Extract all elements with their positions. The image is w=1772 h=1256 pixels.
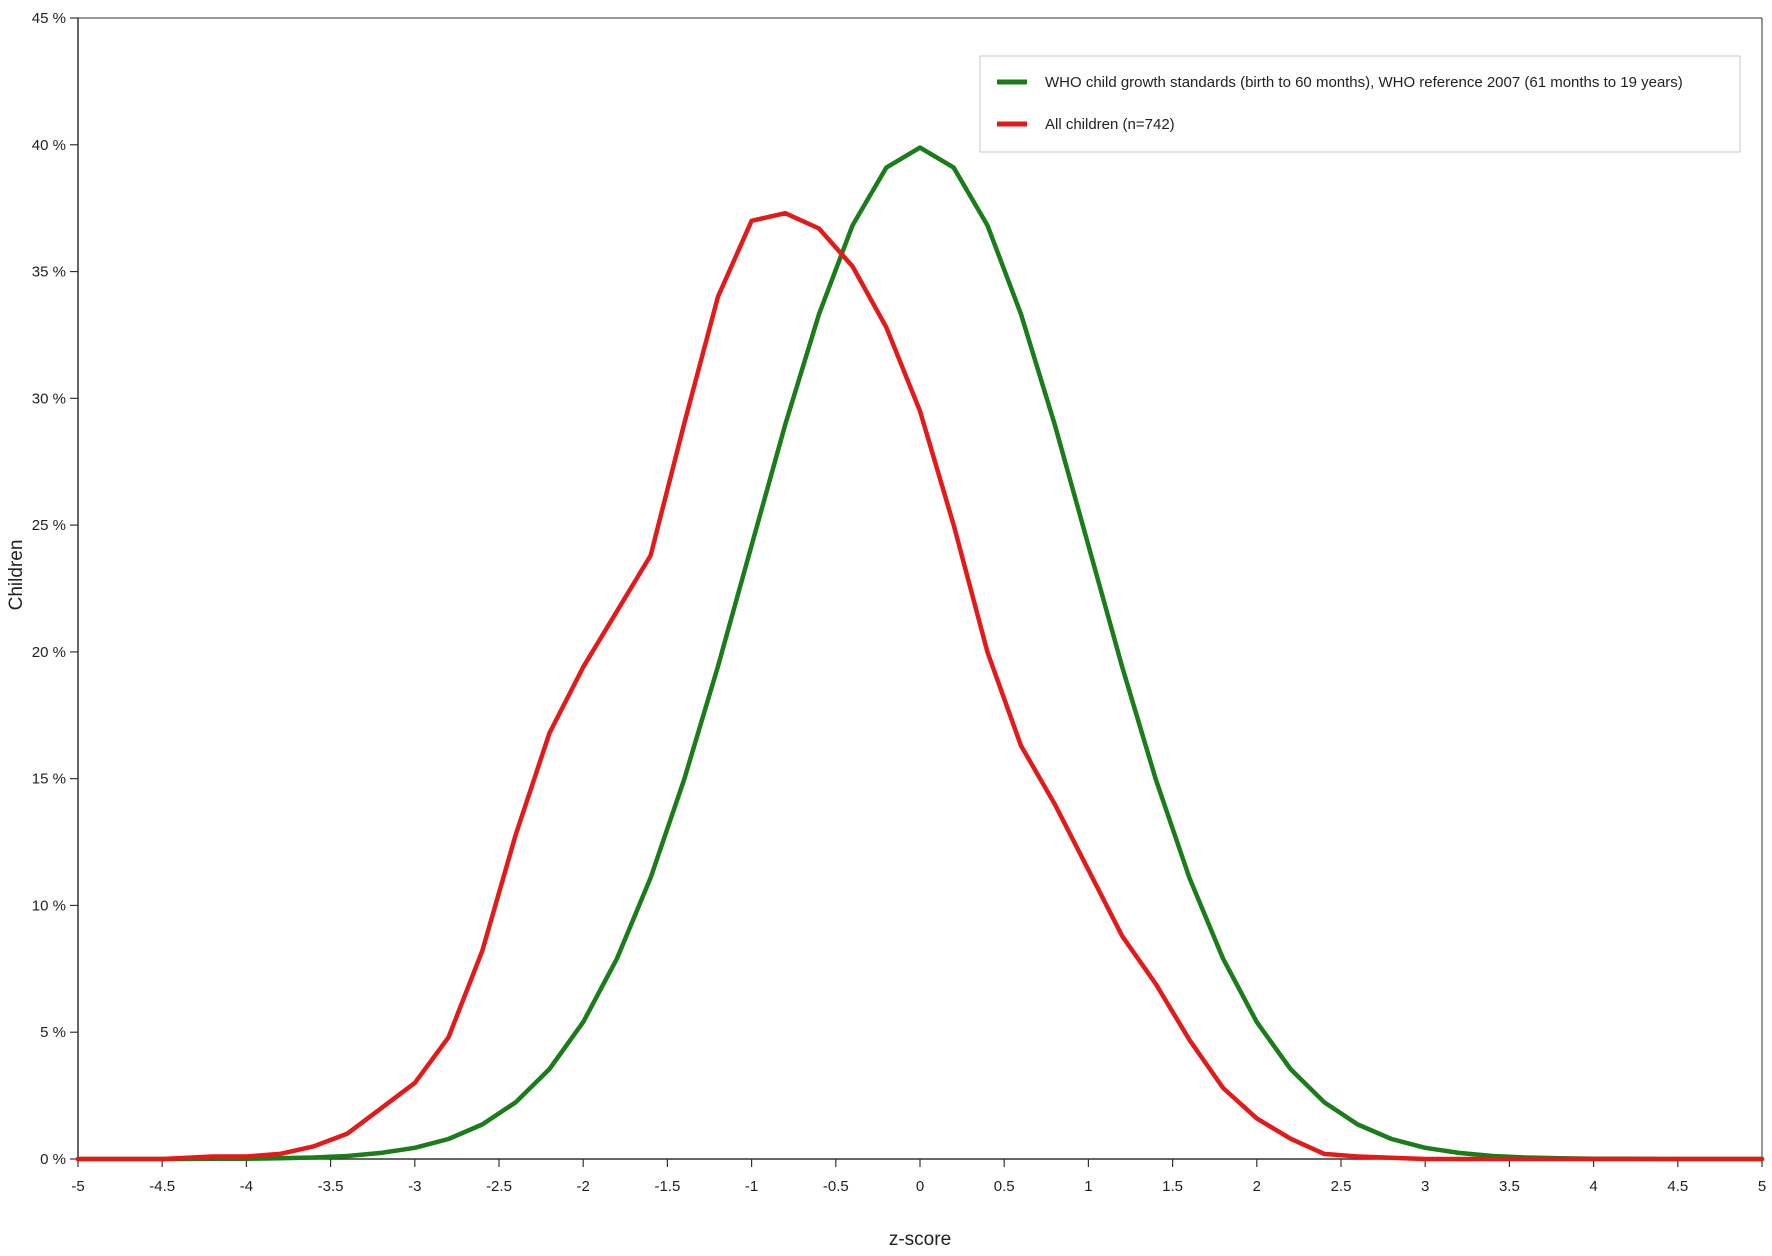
legend: WHO child growth standards (birth to 60 … xyxy=(979,55,1741,153)
y-tick-label: 0 % xyxy=(40,1151,66,1168)
x-tick-label: -2.5 xyxy=(486,1178,512,1195)
legend-label-all-children: All children (n=742) xyxy=(1045,116,1175,133)
y-axis-title: Children xyxy=(6,540,27,611)
x-tick-label: 1 xyxy=(1084,1178,1092,1195)
y-tick-label: 25 % xyxy=(32,517,66,534)
y-tick-label: 5 % xyxy=(40,1024,66,1041)
x-tick-label: -3 xyxy=(408,1178,421,1195)
x-tick-label: -1 xyxy=(745,1178,758,1195)
x-tick-label: 0.5 xyxy=(994,1178,1015,1195)
x-tick-label: -2 xyxy=(577,1178,590,1195)
x-tick-label: 2 xyxy=(1253,1178,1261,1195)
y-ticks: 0 % 5 % 10 % 15 % 20 % 25 % 30 % 35 % 40 % 45 % xyxy=(32,10,78,1168)
x-tick-label: 1.5 xyxy=(1162,1178,1183,1195)
x-tick-label: 3 xyxy=(1421,1178,1429,1195)
x-tick-label: -4 xyxy=(240,1178,253,1195)
y-tick-label: 15 % xyxy=(32,771,66,788)
x-tick-label: -1.5 xyxy=(654,1178,680,1195)
x-tick-label: 3.5 xyxy=(1499,1178,1520,1195)
x-tick-label: 5 xyxy=(1758,1178,1766,1195)
x-tick-label: 4.5 xyxy=(1667,1178,1688,1195)
x-tick-label: -3.5 xyxy=(318,1178,344,1195)
axes-group xyxy=(77,17,1763,1160)
x-tick-label: -5 xyxy=(71,1178,84,1195)
y-tick-label: 35 % xyxy=(32,264,66,281)
y-tick-label: 40 % xyxy=(32,137,66,154)
series-layer xyxy=(75,145,1765,1162)
legend-label-who-standard: WHO child growth standards (birth to 60 … xyxy=(1045,74,1683,91)
y-tick-label: 10 % xyxy=(32,897,66,914)
x-tick-label: 4 xyxy=(1589,1178,1597,1195)
x-tick-label: -0.5 xyxy=(823,1178,849,1195)
x-ticks: -5 -4.5 -4 -3.5 -3 -2.5 -2 -1.5 -1 -0.5 0 0.5 1 1.5 2 2… xyxy=(71,1159,1766,1195)
x-tick-label: 2.5 xyxy=(1331,1178,1352,1195)
x-tick-label: -4.5 xyxy=(149,1178,175,1195)
x-tick-label: 0 xyxy=(916,1178,924,1195)
series-line-all-children xyxy=(75,210,1765,1162)
series-line-who-standard xyxy=(75,145,1765,1162)
y-tick-label: 45 % xyxy=(32,10,66,27)
legend-box xyxy=(979,55,1741,153)
x-axis-title: z-score xyxy=(889,1229,951,1250)
y-tick-label: 20 % xyxy=(32,644,66,661)
y-tick-label: 30 % xyxy=(32,390,66,407)
